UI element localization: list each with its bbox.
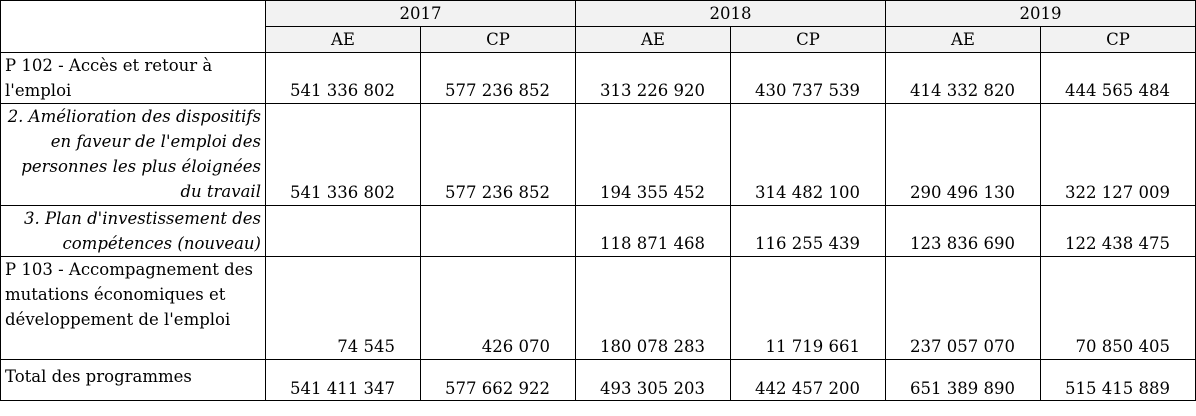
value-cell: 577 236 852 [420, 52, 576, 104]
total-value-cell: 651 389 890 [885, 359, 1041, 401]
subheader-ae: AE [885, 26, 1041, 53]
year-header-2019: 2019 [885, 0, 1196, 27]
value-cell: 122 438 475 [1040, 205, 1196, 257]
table-row: 3. Plan d'investissement des compétences… [0, 205, 1196, 257]
total-value-cell: 493 305 203 [575, 359, 731, 401]
value-cell: 314 482 100 [730, 103, 886, 206]
value-cell: 322 127 009 [1040, 103, 1196, 206]
value-cell: 541 336 802 [265, 52, 421, 104]
value-cell: 116 255 439 [730, 205, 886, 257]
budget-table: 2017 2018 2019 AE CP AE CP AE CP P 102 -… [0, 0, 1196, 401]
total-label: Total des programmes [0, 359, 266, 401]
value-cell: 414 332 820 [885, 52, 1041, 104]
subheader-ae: AE [575, 26, 731, 53]
value-cell: 180 078 283 [575, 256, 731, 360]
corner-cell [0, 0, 266, 53]
value-cell: 11 719 661 [730, 256, 886, 360]
value-cell: 541 336 802 [265, 103, 421, 206]
value-cell: 444 565 484 [1040, 52, 1196, 104]
table-row: P 103 - Accompagnement des mutations éco… [0, 256, 1196, 360]
value-cell: 118 871 468 [575, 205, 731, 257]
table-row: P 102 - Accès et retour à l'emploi 541 3… [0, 52, 1196, 104]
row-label: P 103 - Accompagnement des mutations éco… [0, 256, 266, 360]
value-cell [265, 205, 421, 257]
total-value-cell: 515 415 889 [1040, 359, 1196, 401]
value-cell [420, 205, 576, 257]
value-cell: 290 496 130 [885, 103, 1041, 206]
total-value-cell: 442 457 200 [730, 359, 886, 401]
table-row: 2. Amélioration des dispositifs en faveu… [0, 103, 1196, 206]
row-label: 2. Amélioration des dispositifs en faveu… [0, 103, 266, 206]
value-cell: 70 850 405 [1040, 256, 1196, 360]
total-row: Total des programmes 541 411 347 577 662… [0, 359, 1196, 401]
subheader-ae: AE [265, 26, 421, 53]
value-cell: 430 737 539 [730, 52, 886, 104]
value-cell: 74 545 [265, 256, 421, 360]
row-label: P 102 - Accès et retour à l'emploi [0, 52, 266, 104]
subheader-cp: CP [420, 26, 576, 53]
subheader-cp: CP [730, 26, 886, 53]
value-cell: 194 355 452 [575, 103, 731, 206]
year-header-2018: 2018 [575, 0, 886, 27]
value-cell: 123 836 690 [885, 205, 1041, 257]
value-cell: 237 057 070 [885, 256, 1041, 360]
subheader-cp: CP [1040, 26, 1196, 53]
subheader-row: AE CP AE CP AE CP [1, 26, 1196, 53]
year-header-2017: 2017 [265, 0, 576, 27]
total-value-cell: 541 411 347 [265, 359, 421, 401]
value-cell: 577 236 852 [420, 103, 576, 206]
value-cell: 313 226 920 [575, 52, 731, 104]
year-header-row: 2017 2018 2019 [0, 0, 1196, 53]
row-label: 3. Plan d'investissement des compétences… [0, 205, 266, 257]
value-cell: 426 070 [420, 256, 576, 360]
total-value-cell: 577 662 922 [420, 359, 576, 401]
